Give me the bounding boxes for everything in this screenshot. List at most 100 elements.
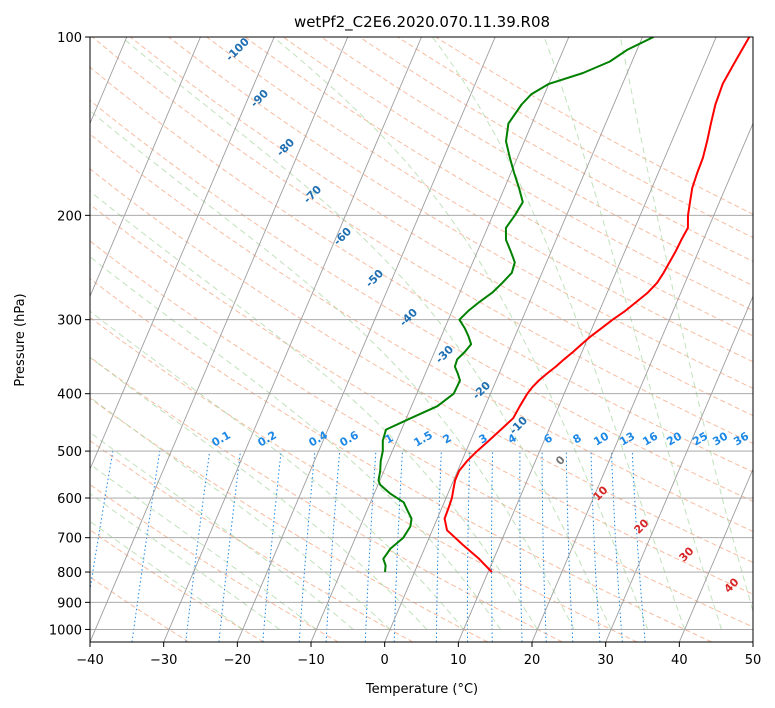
dry-adiabat-line [90, 576, 190, 642]
dry-adiabat-line [91, 37, 753, 445]
x-tick-label: 10 [450, 653, 467, 668]
moist-adiabat-line [90, 356, 428, 630]
dry-adiabat-label: 10 [591, 483, 611, 503]
mixing-ratio-line [298, 451, 316, 642]
profile-line-0 [443, 37, 751, 573]
dry-adiabat-label: -70 [301, 183, 324, 206]
dry-adiabat-line [90, 529, 264, 642]
y-tick-label: 700 [57, 532, 82, 547]
mixing-ratio-label: 30 [710, 429, 730, 448]
dry-adiabat-label: -20 [470, 379, 493, 402]
plot-frame [89, 36, 754, 643]
mixing-ratio-label: 3 [477, 431, 490, 446]
moist-adiabat-line [121, 37, 612, 630]
dry-adiabat-line [90, 168, 753, 563]
mixing-ratio-line [565, 451, 574, 642]
x-tick-label: −10 [297, 653, 324, 668]
moist-adiabat-line [90, 520, 243, 630]
mixing-ratio-line [466, 451, 471, 642]
isotherm-line [310, 37, 570, 642]
mixing-ratio-label: 8 [571, 431, 584, 446]
mixing-ratio-label: 0.1 [210, 428, 233, 449]
dry-adiabat-line [90, 203, 753, 595]
mixing-ratio-label: 2 [441, 431, 454, 446]
mixing-ratio-line [90, 451, 114, 593]
dry-adiabat-label: -50 [363, 267, 386, 290]
y-tick-label: 500 [57, 445, 82, 460]
y-tick-label: 300 [57, 314, 82, 329]
mixing-ratio-label: 0.2 [256, 428, 279, 449]
mixing-ratio-label: 1 [383, 431, 396, 446]
moist-adiabat-line [619, 37, 753, 613]
x-tick-label: −30 [150, 653, 177, 668]
x-tick-label: −40 [76, 653, 103, 668]
dry-adiabat-line [90, 397, 488, 642]
dry-adiabat-line [168, 37, 753, 389]
moist-adiabat-line [90, 493, 280, 630]
dry-adiabat-line [206, 37, 753, 363]
mixing-ratio-line [262, 451, 282, 642]
dry-adiabat-line [90, 240, 753, 628]
dry-adiabat-label: -80 [274, 136, 297, 159]
profile-line-1 [377, 37, 654, 573]
mixing-ratio-line [185, 451, 211, 642]
mixing-ratio-line [491, 451, 494, 642]
y-tick-label: 400 [57, 388, 82, 403]
moist-adiabat-line [90, 396, 391, 630]
mixing-ratio-line [590, 451, 601, 642]
isotherm-line [90, 37, 201, 298]
y-tick-label: 800 [57, 566, 82, 581]
mixing-ratio-label: 36 [731, 429, 751, 448]
moist-adiabat-line [90, 110, 575, 630]
x-tick-label: 20 [524, 653, 541, 668]
dry-adiabat-line [90, 356, 563, 642]
isotherm-line [90, 37, 275, 471]
dry-adiabat-line [282, 37, 753, 312]
dry-adiabat-label: 20 [632, 516, 652, 536]
isotherm-line [531, 122, 753, 642]
dry-adiabat-label: -30 [433, 343, 456, 366]
moist-adiabat-line [90, 431, 354, 630]
mixing-ratio-label: 1.5 [412, 428, 435, 449]
dry-adiabat-label: 40 [722, 575, 742, 595]
x-tick-label: 0 [381, 653, 389, 668]
x-tick-label: 40 [671, 653, 688, 668]
mixing-ratio-label: 25 [690, 430, 710, 449]
dry-adiabat-line [90, 278, 712, 642]
dry-adiabat-line [90, 133, 753, 533]
dry-adiabat-line [90, 99, 753, 502]
dry-adiabat-line [90, 66, 753, 473]
x-tick-label: 30 [597, 653, 614, 668]
mixing-ratio-label: 16 [640, 429, 660, 448]
mixing-ratio-line [631, 451, 646, 642]
mixing-ratio-line [364, 451, 377, 642]
dry-adiabat-label: -60 [331, 225, 354, 248]
isotherm-line [678, 467, 753, 642]
x-tick-label: −20 [224, 653, 251, 668]
isotherm-line [163, 37, 422, 642]
isotherm-line [236, 37, 496, 642]
y-axis-label: Pressure (hPa) [13, 293, 28, 386]
mixing-ratio-label: 13 [617, 430, 637, 449]
chart-title: wetPf2_C2E6.2020.070.11.39.R08 [294, 13, 550, 32]
x-tick-label: 50 [745, 653, 762, 668]
isotherm-line [752, 640, 753, 642]
mixing-ratio-line [611, 451, 623, 642]
x-axis-label: Temperature (°C) [365, 682, 478, 697]
moist-adiabat-line [90, 256, 501, 630]
y-tick-label: 100 [57, 31, 82, 46]
mixing-ratio-label: 0.6 [338, 428, 362, 449]
y-tick-label: 600 [57, 492, 82, 507]
y-tick-label: 200 [57, 209, 82, 224]
dry-adiabat-label: 30 [677, 544, 697, 564]
dry-adiabat-line [90, 316, 638, 642]
dry-adiabat-line [359, 37, 753, 263]
moist-adiabat-line [90, 463, 317, 630]
dry-adiabat-line [90, 483, 339, 642]
moist-adiabat-line [543, 37, 722, 630]
mixing-ratio-label: 20 [664, 429, 684, 448]
moist-adiabat-line [273, 37, 649, 630]
dry-adiabat-line [244, 37, 753, 337]
moist-adiabat-line [90, 310, 465, 630]
isotherm-line [90, 37, 349, 642]
